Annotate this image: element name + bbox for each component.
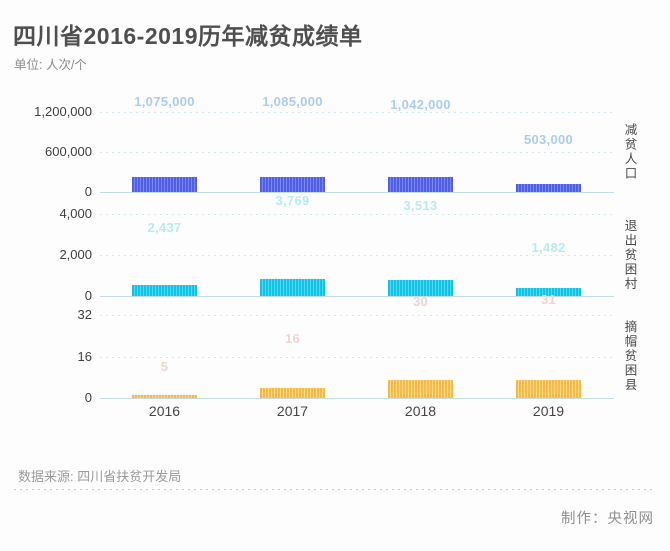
bar bbox=[260, 279, 325, 296]
bar bbox=[132, 177, 197, 192]
y-tick-label: 600,000 bbox=[45, 144, 92, 159]
value-label: 1,482 bbox=[531, 239, 566, 255]
grid-line bbox=[100, 214, 614, 215]
x-tick-label: 2017 bbox=[276, 403, 309, 419]
value-label: 16 bbox=[284, 330, 301, 346]
grid-line bbox=[100, 255, 614, 256]
y-tick-label: 32 bbox=[77, 307, 92, 322]
y-tick-label: 2,000 bbox=[59, 247, 92, 262]
bar bbox=[260, 177, 325, 192]
grid-line bbox=[100, 315, 614, 316]
value-label: 30 bbox=[412, 294, 429, 310]
y-tick-label: 0 bbox=[84, 288, 92, 303]
value-label: 1,085,000 bbox=[262, 93, 323, 109]
x-tick-label: 2016 bbox=[148, 403, 181, 419]
grid-line bbox=[100, 398, 614, 399]
bar bbox=[388, 177, 453, 192]
axis-title: 减贫人口 bbox=[622, 123, 637, 181]
data-source-label: 数据来源: 四川省扶贫开发局 bbox=[18, 469, 182, 484]
grid-line bbox=[100, 296, 614, 297]
y-tick-label: 4,000 bbox=[59, 206, 92, 221]
grid-line bbox=[100, 112, 614, 113]
bar bbox=[388, 280, 453, 296]
value-label: 503,000 bbox=[523, 132, 574, 148]
value-label: 31 bbox=[540, 291, 557, 307]
bar bbox=[260, 388, 325, 398]
grid-line bbox=[100, 356, 614, 358]
x-tick-label: 2019 bbox=[532, 403, 565, 419]
grid-line bbox=[100, 192, 614, 193]
unit-label: 单位: 人次/个 bbox=[14, 58, 87, 72]
value-label: 5 bbox=[160, 359, 169, 375]
value-label: 1,042,000 bbox=[390, 96, 451, 112]
axis-title: 摘帽贫困县 bbox=[622, 320, 637, 393]
y-tick-label: 16 bbox=[77, 348, 92, 364]
value-label: 3,769 bbox=[275, 192, 310, 208]
grid-line bbox=[100, 152, 614, 153]
page-title: 四川省2016-2019历年减贫成绩单 bbox=[13, 23, 363, 49]
value-label: 1,075,000 bbox=[134, 94, 195, 110]
y-tick-label: 0 bbox=[84, 390, 92, 405]
value-label: 3,513 bbox=[403, 197, 438, 213]
bar bbox=[132, 285, 197, 296]
bar bbox=[516, 184, 581, 192]
bar bbox=[388, 380, 453, 398]
credit-label: 制作：央视网 bbox=[561, 511, 654, 527]
footer-divider bbox=[14, 489, 656, 490]
y-tick-label: 0 bbox=[84, 184, 92, 199]
bar bbox=[516, 288, 581, 296]
x-tick-label: 2018 bbox=[404, 403, 437, 419]
bar bbox=[132, 395, 197, 398]
bar bbox=[516, 380, 581, 398]
y-tick-label: 1,200,000 bbox=[34, 104, 92, 119]
value-label: 2,437 bbox=[147, 220, 182, 236]
axis-title: 退出贫困村 bbox=[622, 218, 637, 292]
